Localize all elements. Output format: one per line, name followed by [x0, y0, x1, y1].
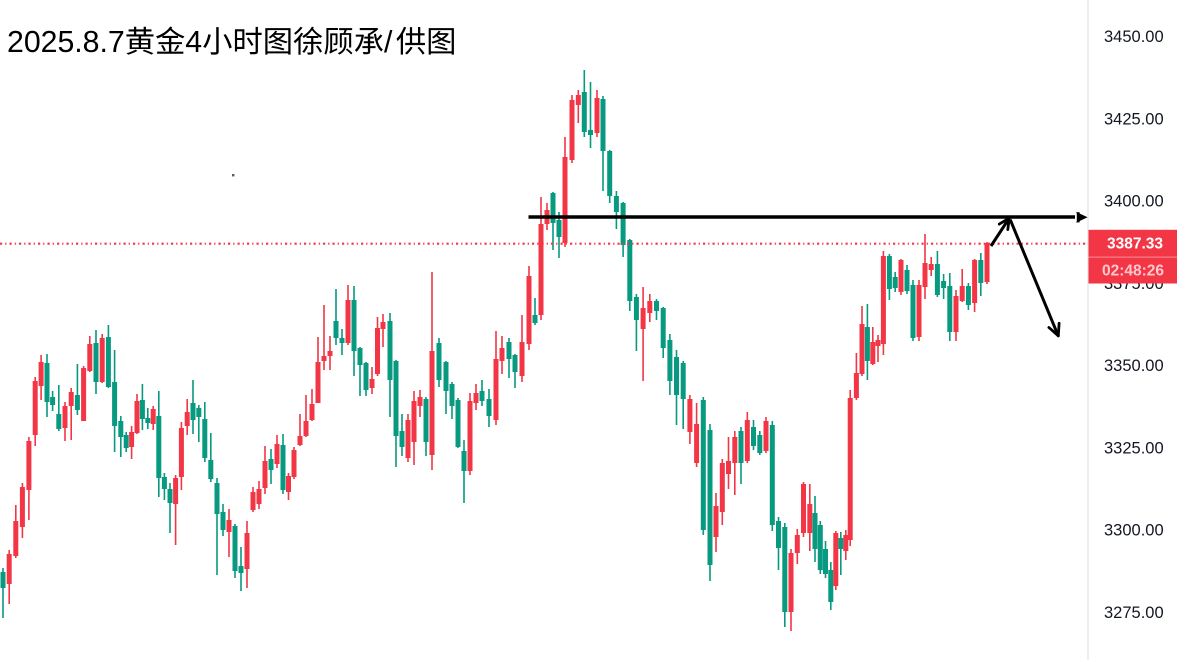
svg-text:/: / [384, 26, 393, 59]
svg-text:02:48:26: 02:48:26 [1102, 262, 1164, 279]
svg-text:3400.00: 3400.00 [1104, 193, 1164, 211]
svg-text:3450.00: 3450.00 [1104, 28, 1164, 46]
svg-text:3350.00: 3350.00 [1104, 357, 1164, 375]
svg-text:3275.00: 3275.00 [1104, 604, 1164, 622]
svg-text:3425.00: 3425.00 [1104, 110, 1164, 128]
svg-text:2025.8.7: 2025.8.7 [7, 26, 125, 59]
svg-text:3387.33: 3387.33 [1107, 236, 1163, 253]
svg-text:3300.00: 3300.00 [1104, 522, 1164, 540]
svg-text:4: 4 [185, 26, 202, 59]
svg-text:3325.00: 3325.00 [1104, 439, 1164, 457]
